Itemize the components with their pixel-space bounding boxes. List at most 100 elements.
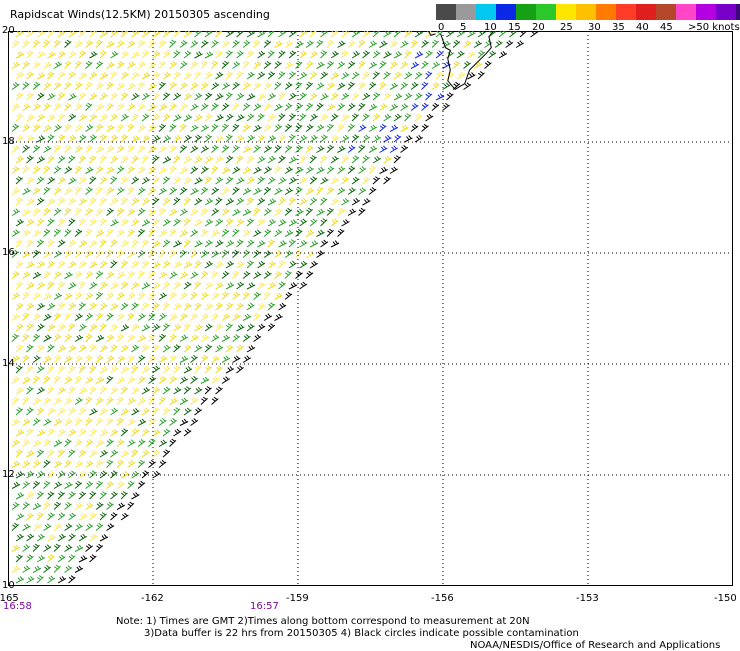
wind-barb xyxy=(78,513,88,521)
wind-barb xyxy=(53,39,62,48)
wind-barb xyxy=(22,229,31,237)
wind-barb xyxy=(337,103,346,111)
wind-barb xyxy=(99,429,109,437)
wind-barb xyxy=(253,271,262,279)
wind-barb xyxy=(68,239,77,248)
wind-barb xyxy=(211,270,219,279)
wind-barb xyxy=(410,61,420,69)
wind-barb xyxy=(372,50,381,59)
wind-barb xyxy=(200,60,208,69)
wind-barb xyxy=(148,208,157,216)
wind-barb xyxy=(158,207,167,216)
wind-barb xyxy=(116,40,125,48)
wind-barb xyxy=(137,292,146,300)
wind-barb xyxy=(204,386,212,395)
wind-barb xyxy=(236,239,244,248)
wind-barb xyxy=(36,512,44,521)
wind-barb xyxy=(78,281,86,290)
wind-barb xyxy=(393,31,402,38)
wind-barb xyxy=(242,313,252,321)
wind-barb xyxy=(183,407,192,416)
wind-barb xyxy=(74,480,83,489)
wind-barb xyxy=(78,218,87,227)
wind-barb xyxy=(162,197,171,206)
wind-barb xyxy=(152,282,161,290)
wind-barb xyxy=(393,51,403,59)
wind-barb xyxy=(305,124,314,132)
wind-barb xyxy=(116,61,125,69)
wind-barb xyxy=(278,176,287,185)
wind-barb xyxy=(110,134,119,143)
wind-barb xyxy=(116,439,125,447)
wind-barb xyxy=(64,418,73,426)
wind-barb xyxy=(43,355,52,363)
wind-barb xyxy=(141,197,151,206)
wind-barb xyxy=(253,334,262,342)
wind-barb xyxy=(158,376,167,384)
wind-barb xyxy=(32,375,41,384)
wind-barb xyxy=(498,31,507,38)
wind-barb xyxy=(78,555,88,563)
legend-swatch xyxy=(596,4,616,20)
wind-barb xyxy=(232,81,240,90)
wind-barb xyxy=(57,407,66,416)
wind-barb xyxy=(179,229,189,237)
wind-barb xyxy=(215,302,223,311)
wind-barb xyxy=(131,113,140,122)
wind-barb xyxy=(278,92,286,101)
wind-map[interactable] xyxy=(8,31,733,586)
wind-barb xyxy=(53,312,62,321)
wind-barb xyxy=(68,407,76,416)
wind-barb xyxy=(284,250,293,258)
wind-barb xyxy=(414,51,424,59)
wind-barb xyxy=(11,208,21,216)
longitude-label: -156 xyxy=(431,593,454,604)
wind-barb xyxy=(106,523,115,531)
wind-barb xyxy=(148,228,156,237)
wind-barb xyxy=(89,92,98,101)
wind-barb xyxy=(257,134,266,143)
wind-barb xyxy=(99,260,108,269)
wind-barb xyxy=(148,376,157,384)
wind-barb xyxy=(326,166,335,174)
wind-barb xyxy=(78,176,87,185)
wind-barb xyxy=(295,186,303,195)
wind-barb xyxy=(173,240,182,248)
wind-barb xyxy=(74,60,82,69)
wind-barb xyxy=(57,512,66,521)
wind-barb xyxy=(183,386,192,395)
wind-barb xyxy=(309,155,317,164)
wind-barb xyxy=(347,145,356,153)
wind-barb xyxy=(26,365,34,374)
wind-barb xyxy=(68,386,76,395)
wind-barb xyxy=(347,103,356,111)
wind-barb xyxy=(505,40,514,48)
wind-barb xyxy=(158,271,168,279)
wind-barb xyxy=(15,92,24,101)
wind-barb xyxy=(137,39,146,48)
wind-barb xyxy=(242,271,251,279)
wind-barb xyxy=(36,429,46,437)
wind-barb xyxy=(410,124,419,132)
wind-barb xyxy=(200,124,210,132)
wind-barb xyxy=(473,40,483,48)
wind-barb xyxy=(74,82,83,90)
wind-barb xyxy=(15,113,24,122)
wind-barb xyxy=(141,155,149,164)
wind-barb xyxy=(477,50,486,59)
wind-barb xyxy=(215,71,224,80)
wind-barb xyxy=(288,156,298,164)
wind-barb xyxy=(194,344,203,353)
wind-barb xyxy=(221,270,230,279)
wind-barb xyxy=(274,60,282,69)
wind-barb xyxy=(383,176,391,185)
wind-barb xyxy=(215,365,223,374)
wind-barb xyxy=(179,186,188,195)
wind-barb xyxy=(410,39,419,48)
wind-barb xyxy=(131,155,140,164)
wind-barb xyxy=(284,187,294,195)
wind-barb xyxy=(32,81,41,90)
wind-barb xyxy=(316,61,325,69)
wind-barb xyxy=(43,165,51,174)
wind-barb xyxy=(194,219,203,227)
